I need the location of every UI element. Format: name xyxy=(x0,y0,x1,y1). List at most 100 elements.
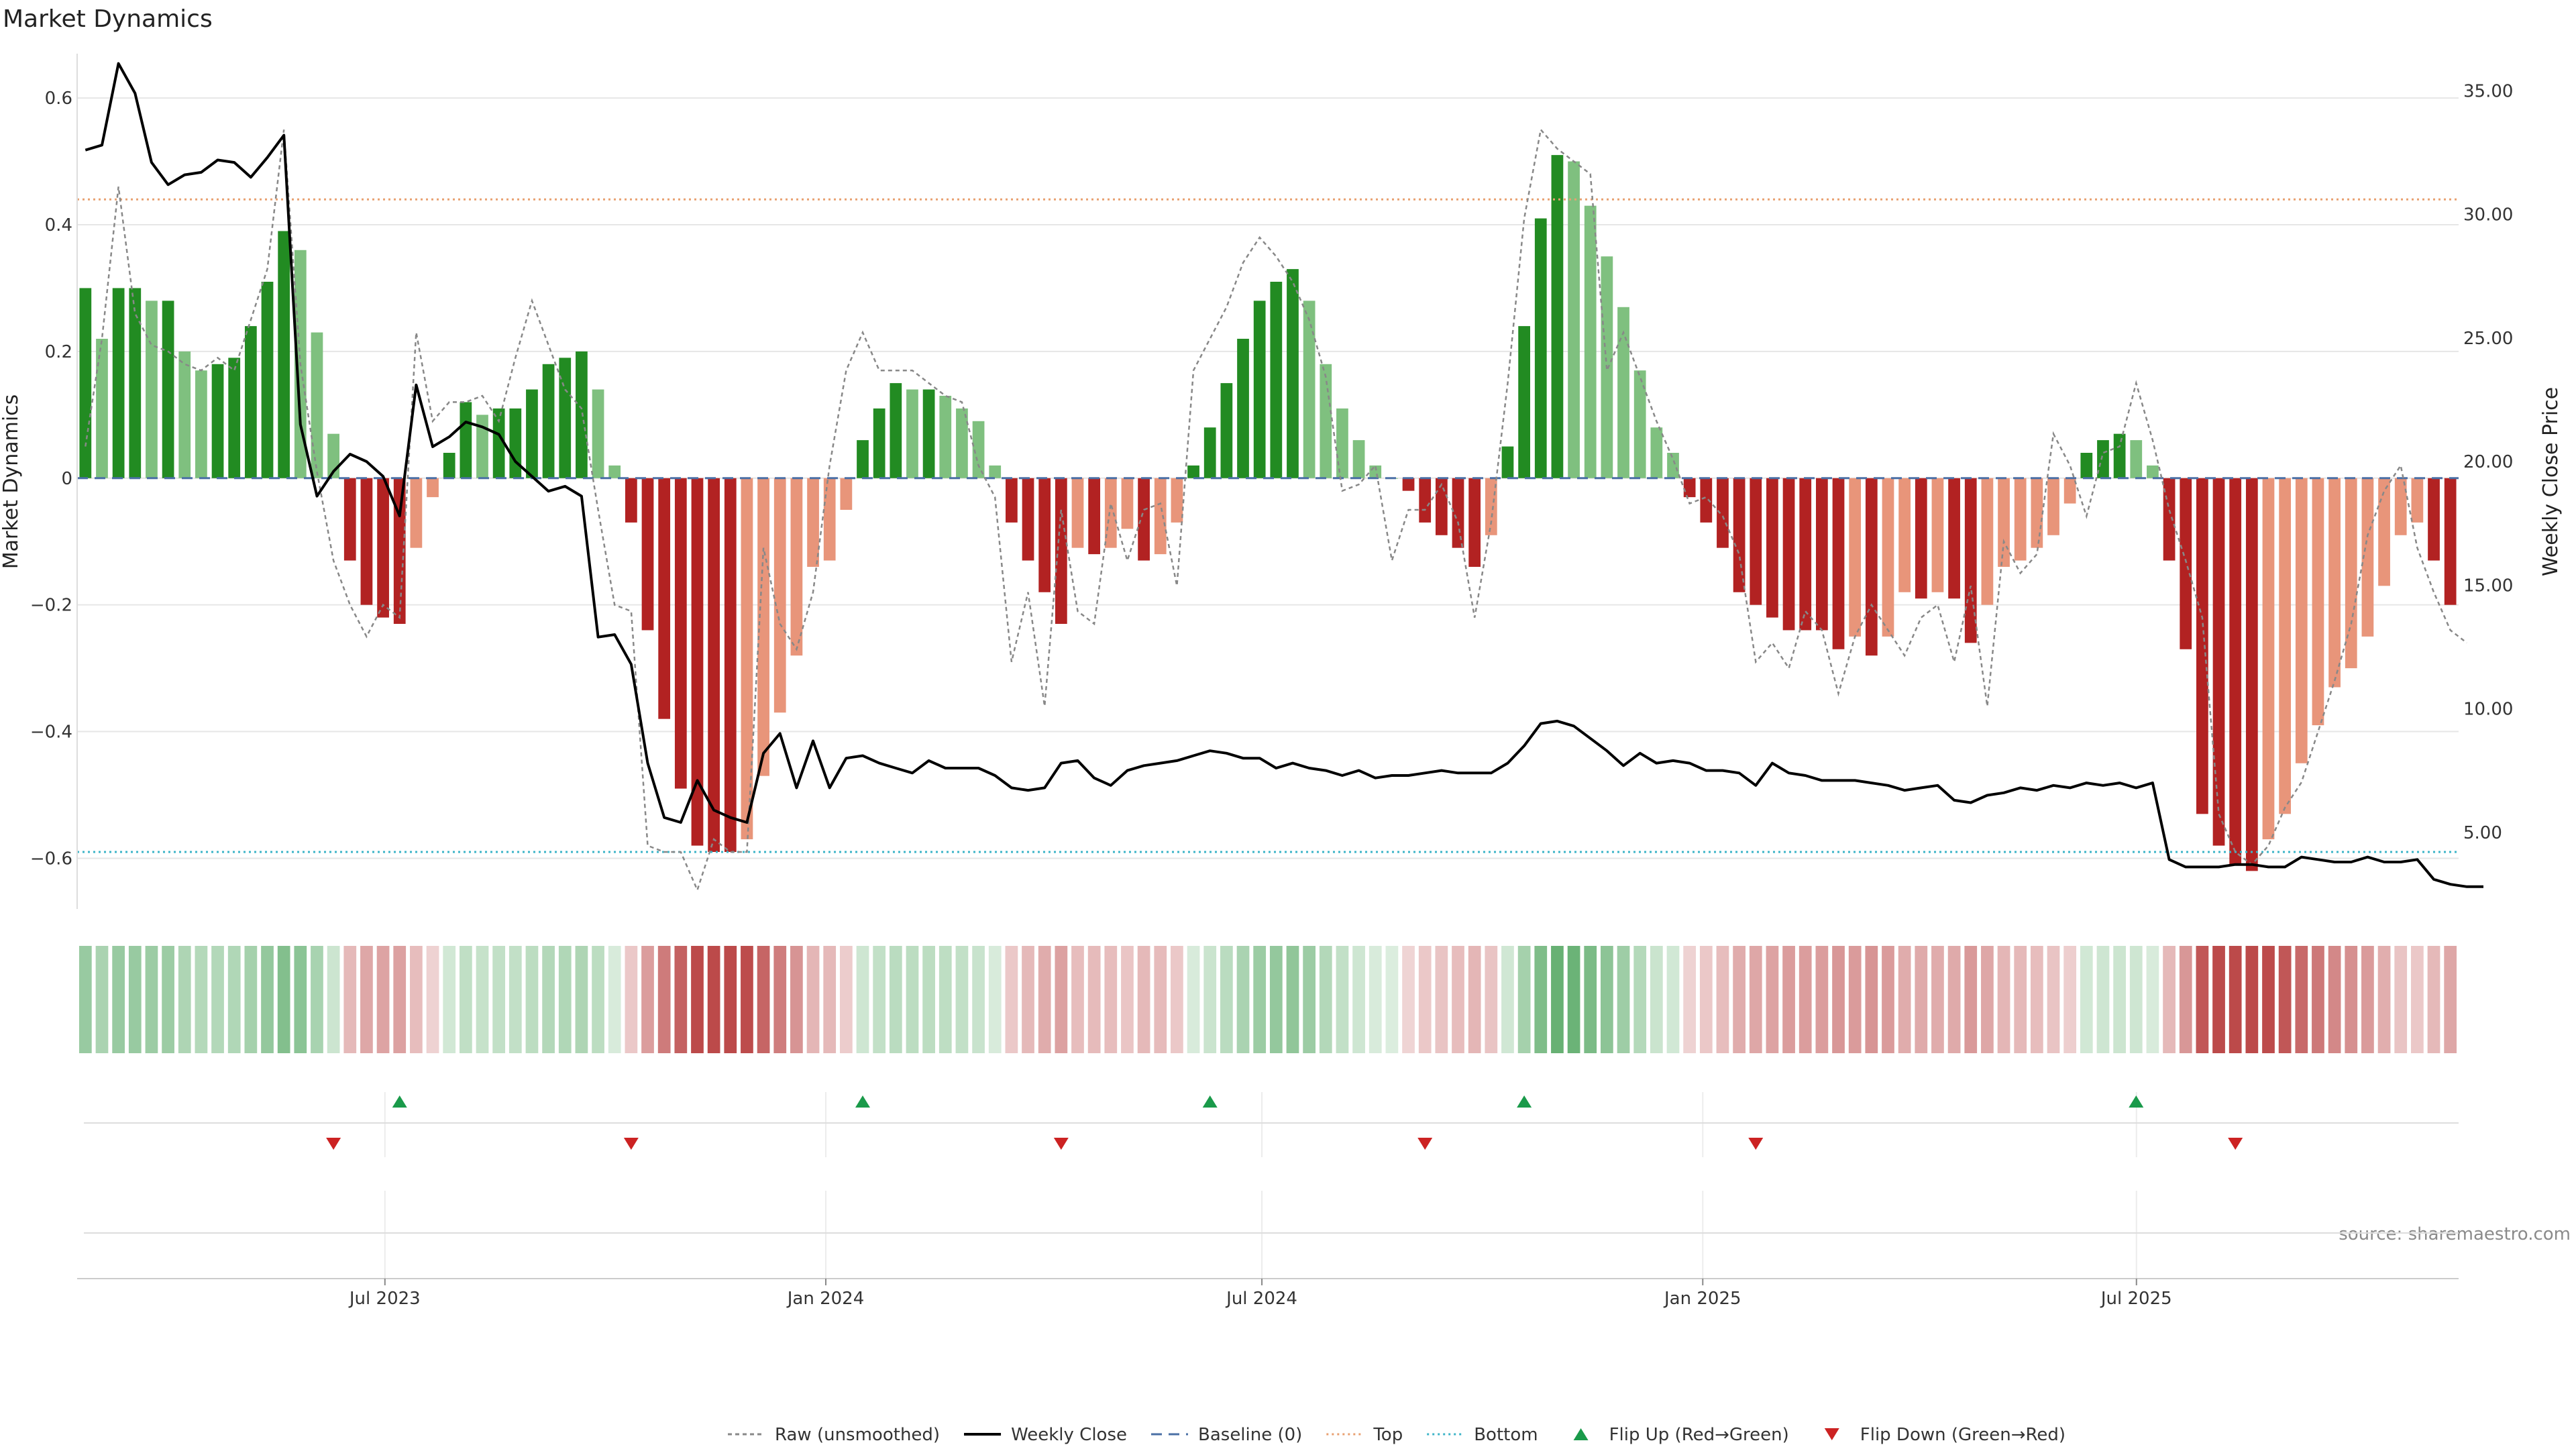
y2-tick-label: 15.00 xyxy=(2463,576,2513,596)
momentum-bar xyxy=(1964,478,1977,643)
heat-cell xyxy=(823,946,837,1053)
momentum-bar xyxy=(1998,478,2010,567)
momentum-bar xyxy=(807,478,819,567)
heat-cell xyxy=(806,946,820,1053)
heat-cell xyxy=(741,946,753,1053)
heat-cell xyxy=(459,946,472,1053)
momentum-bar xyxy=(641,478,654,631)
momentum-bar xyxy=(1518,326,1530,478)
legend-item: Raw (unsmoothed) xyxy=(728,1425,940,1445)
momentum-bar xyxy=(1534,218,1547,478)
heat-cell xyxy=(1468,946,1481,1053)
momentum-bar xyxy=(2312,478,2324,726)
heat-cell xyxy=(211,946,224,1053)
heat-cell xyxy=(1501,946,1514,1053)
heat-cell xyxy=(1269,946,1283,1053)
heat-cell xyxy=(608,946,621,1053)
x-tick-label: Jul 2023 xyxy=(348,1289,421,1309)
momentum-bar xyxy=(1717,478,1729,548)
heat-cell xyxy=(1733,946,1746,1053)
x-tick-label: Jan 2025 xyxy=(1663,1289,1741,1309)
y-tick-label: 0.2 xyxy=(45,342,72,362)
heat-cell xyxy=(2411,946,2424,1053)
heat-cell xyxy=(2129,946,2143,1053)
heat-cell xyxy=(1699,946,1713,1053)
momentum-bar xyxy=(2097,440,2109,478)
momentum-bar xyxy=(708,478,720,852)
momentum-bar xyxy=(1220,383,1233,478)
heat-cell xyxy=(724,946,737,1053)
heat-cell xyxy=(1601,946,1613,1053)
heat-cell xyxy=(2245,946,2259,1053)
heat-cell xyxy=(955,946,969,1053)
heat-cell xyxy=(393,946,407,1053)
heat-cell xyxy=(1154,946,1167,1053)
momentum-bar xyxy=(724,478,737,852)
momentum-bar xyxy=(2130,440,2143,478)
heat-cell xyxy=(2080,946,2093,1053)
heat-cell xyxy=(343,946,357,1053)
legend-label: Baseline (0) xyxy=(1198,1425,1302,1445)
momentum-bar xyxy=(492,408,505,478)
heat-cell xyxy=(790,946,803,1053)
heat-cell xyxy=(2427,946,2440,1053)
heat-cell xyxy=(1882,946,1894,1053)
flip-panel xyxy=(84,1095,2459,1234)
gridlines xyxy=(77,97,2459,1279)
y2-tick-label: 10.00 xyxy=(2463,700,2513,720)
heat-cell xyxy=(2113,946,2126,1053)
heat-cell xyxy=(1385,946,1399,1053)
momentum-bar xyxy=(1203,427,1216,478)
heat-cell xyxy=(1121,946,1134,1053)
momentum-bar xyxy=(443,453,455,478)
momentum-bar xyxy=(1055,478,1067,624)
flip-up-marker xyxy=(392,1095,407,1108)
heat-cell xyxy=(1799,946,1812,1053)
momentum-bar xyxy=(211,364,224,478)
momentum-bar xyxy=(2113,433,2126,478)
heat-cell xyxy=(1253,946,1267,1053)
heat-cell xyxy=(2014,946,2027,1053)
momentum-bar xyxy=(1782,478,1795,631)
momentum-bar xyxy=(956,408,968,478)
heat-cell xyxy=(327,946,340,1053)
heat-cell xyxy=(674,946,688,1053)
heat-cell xyxy=(2312,946,2324,1053)
heat-cell xyxy=(426,946,439,1053)
momentum-bar xyxy=(129,288,142,478)
momentum-bar xyxy=(989,465,1002,478)
heat-cell xyxy=(1418,946,1432,1053)
momentum-bar xyxy=(1617,307,1629,478)
heat-cell xyxy=(162,946,174,1053)
heat-strip xyxy=(78,946,2457,1053)
heat-cell xyxy=(1402,946,1415,1053)
heat-cell xyxy=(625,946,638,1053)
heat-cell xyxy=(1551,946,1564,1053)
flip-down-marker xyxy=(1053,1138,1069,1150)
heat-cell xyxy=(906,946,919,1053)
momentum-bar xyxy=(2262,478,2275,840)
momentum-bar xyxy=(2047,478,2059,535)
legend-item: Flip Down (Green→Red) xyxy=(1824,1425,2065,1445)
heat-cell xyxy=(277,946,290,1053)
momentum-bar xyxy=(592,389,604,478)
momentum-bar xyxy=(1832,478,1845,649)
heat-cell xyxy=(261,946,274,1053)
legend-label: Bottom xyxy=(1474,1425,1538,1445)
momentum-bar xyxy=(972,421,985,478)
heat-cell xyxy=(1005,946,1018,1053)
momentum-bar xyxy=(476,415,488,478)
momentum-bar xyxy=(1419,478,1432,523)
y-tick-label: 0.6 xyxy=(45,89,72,109)
heat-cell xyxy=(1236,946,1250,1053)
heat-cell xyxy=(2063,946,2077,1053)
legend-label: Top xyxy=(1373,1425,1403,1445)
heat-cell xyxy=(2212,946,2225,1053)
momentum-bar xyxy=(195,370,207,478)
heat-cell xyxy=(1567,946,1580,1053)
momentum-bar xyxy=(1336,408,1348,478)
momentum-bar xyxy=(228,358,241,478)
heat-cell xyxy=(757,946,770,1053)
heat-cell xyxy=(972,946,985,1053)
heat-cell xyxy=(1485,946,1498,1053)
